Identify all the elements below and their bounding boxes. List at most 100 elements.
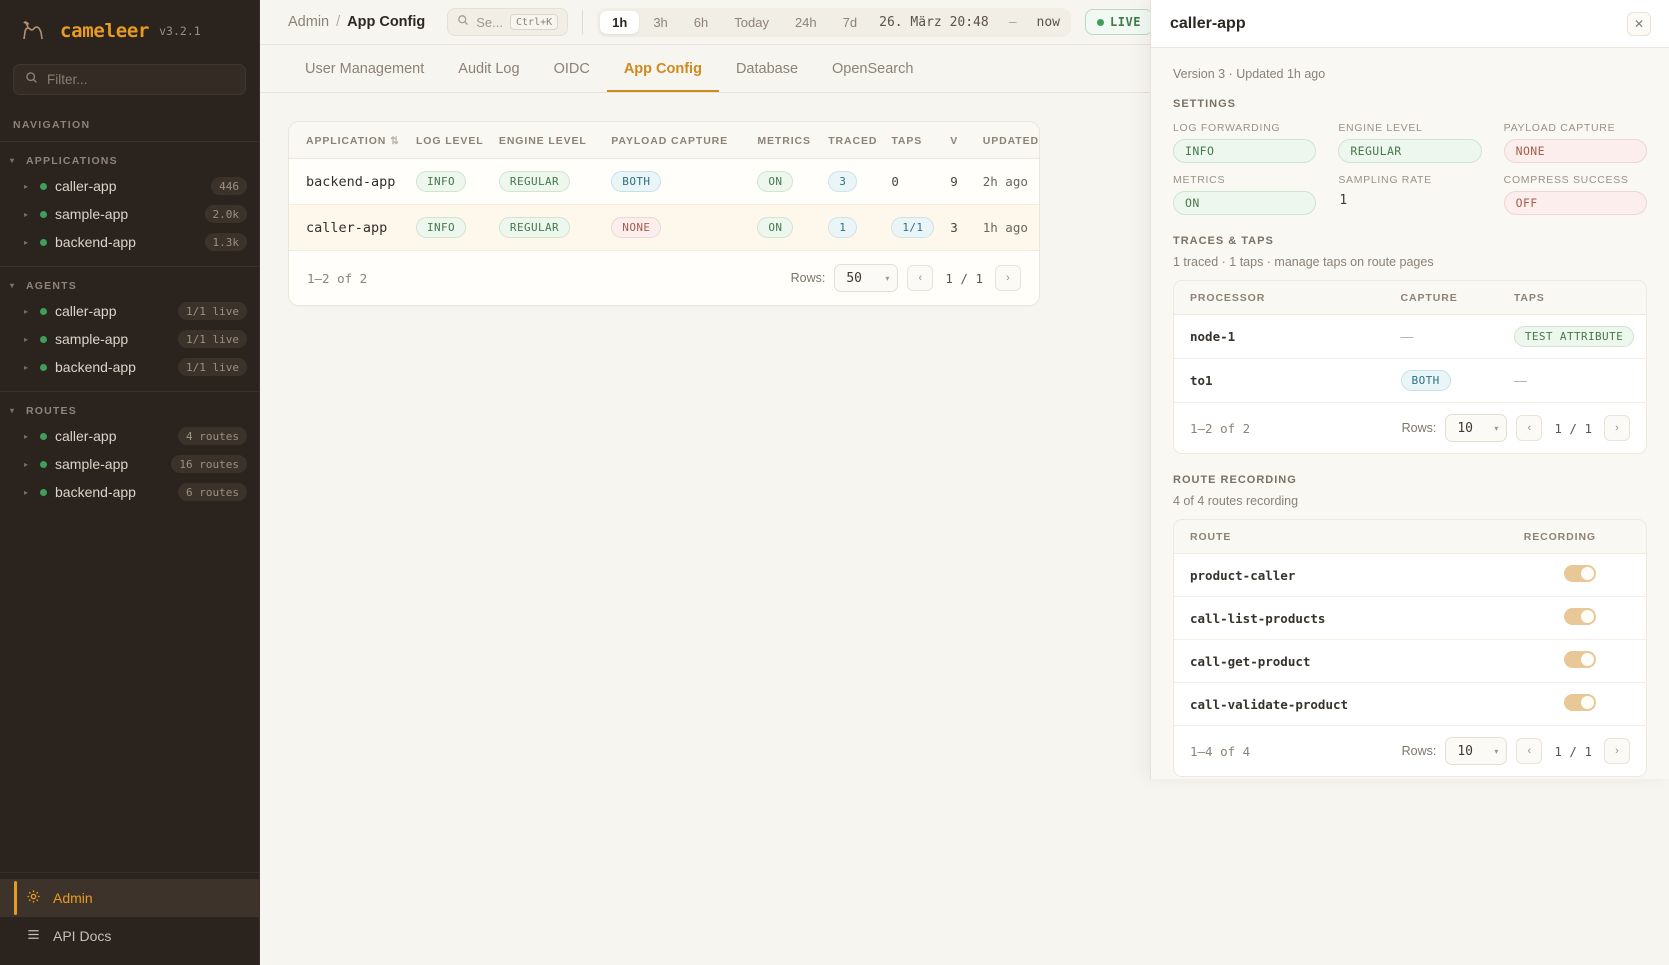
status-dot [40, 238, 47, 246]
table-row[interactable]: caller-app INFO REGULAR NONE ON 1 1/1 3 … [289, 204, 1039, 251]
sidebar-item-routes-backend-app[interactable]: ▸ backend-app 6 routes [0, 478, 259, 506]
col-metrics[interactable]: METRICS [757, 122, 829, 159]
recording-toggle[interactable] [1564, 651, 1596, 668]
sidebar-item-routes-caller-app[interactable]: ▸ caller-app 4 routes [0, 422, 259, 450]
traces-row[interactable]: to1 BOTH — [1174, 358, 1646, 403]
col-version[interactable]: V [950, 122, 983, 159]
col-log-level[interactable]: LOG LEVEL [415, 122, 499, 159]
range-date-start[interactable]: 26. März 20:48 [879, 14, 989, 30]
rows-per-page-value: 10 [1457, 420, 1474, 436]
next-page-button[interactable]: › [1604, 738, 1630, 764]
recording-toggle[interactable] [1564, 694, 1596, 711]
prev-page-button[interactable]: ‹ [1516, 415, 1543, 441]
filter-box[interactable] [13, 64, 246, 95]
nav-group-routes: ▾ ROUTES ▸ caller-app 4 routes ▸ sample-… [0, 391, 259, 516]
col-capture: CAPTURE [1400, 281, 1514, 315]
rows-per-page-select[interactable]: 10 ▾ [1445, 737, 1508, 765]
recording-row[interactable]: call-get-product [1174, 639, 1646, 683]
next-page-button[interactable]: › [1604, 415, 1630, 441]
cell-engine-level: REGULAR [498, 171, 571, 192]
group-header-routes[interactable]: ▾ ROUTES [0, 400, 259, 422]
range-1h[interactable]: 1h [600, 10, 640, 34]
brand-version: v3.2.1 [159, 24, 201, 38]
page-indicator: 1 / 1 [945, 270, 983, 286]
close-icon[interactable]: ✕ [1627, 11, 1651, 36]
recording-toggle[interactable] [1564, 565, 1596, 582]
tab-user-management[interactable]: User Management [305, 61, 425, 77]
filter-input[interactable] [47, 72, 234, 87]
settings-section-title: SETTINGS [1173, 98, 1237, 110]
col-payload-capture[interactable]: PAYLOAD CAPTURE [611, 122, 758, 159]
chevron-left-icon: ‹ [1527, 422, 1532, 434]
group-label: ROUTES [26, 405, 77, 417]
rows-per-page-select[interactable]: 50 ▾ [834, 264, 899, 292]
col-updated[interactable]: UPDATED [982, 122, 1039, 159]
recording-toggle[interactable] [1564, 608, 1596, 625]
range-6h[interactable]: 6h [693, 14, 709, 30]
sidebar-item-agents-caller-app[interactable]: ▸ caller-app 1/1 live [0, 297, 259, 325]
range-today[interactable]: Today [734, 14, 769, 30]
recording-row[interactable]: call-list-products [1174, 596, 1646, 640]
sidebar-item-api-docs[interactable]: API Docs [0, 917, 259, 955]
tab-audit-log[interactable]: Audit Log [458, 61, 520, 77]
global-search-box[interactable]: Se... Ctrl+K [447, 8, 569, 36]
cell-processor: to1 [1190, 373, 1213, 388]
status-dot [40, 488, 47, 496]
field-payload-capture: PAYLOAD CAPTURE NONE [1503, 122, 1647, 163]
prev-page-button[interactable]: ‹ [907, 265, 934, 291]
breadcrumb-root[interactable]: Admin [288, 14, 330, 30]
next-page-button[interactable]: › [995, 265, 1021, 291]
item-label: caller-app [55, 303, 117, 319]
recording-header-row: ROUTE RECORDING [1174, 520, 1646, 554]
recording-section-title: ROUTE RECORDING [1173, 474, 1297, 486]
tab-oidc[interactable]: OIDC [553, 61, 590, 77]
sidebar-item-admin[interactable]: Admin [0, 879, 259, 917]
item-label: sample-app [55, 206, 129, 222]
sidebar-item-applications-backend-app[interactable]: ▸ backend-app 1.3k [0, 228, 259, 256]
prev-page-button[interactable]: ‹ [1516, 738, 1543, 764]
sidebar-item-applications-sample-app[interactable]: ▸ sample-app 2.0k [0, 200, 259, 228]
range-3h[interactable]: 3h [653, 14, 668, 30]
camel-icon [20, 18, 50, 44]
field-label: ENGINE LEVEL [1338, 122, 1423, 134]
result-count: 1–4 of 4 [1190, 743, 1251, 759]
col-traced[interactable]: TRACED [828, 122, 892, 159]
col-engine-level[interactable]: ENGINE LEVEL [498, 122, 612, 159]
sidebar-item-agents-sample-app[interactable]: ▸ sample-app 1/1 live [0, 325, 259, 353]
group-header-agents[interactable]: ▾ AGENTS [0, 275, 259, 297]
traces-row[interactable]: node-1 — TEST ATTRIBUTE [1174, 314, 1646, 359]
range-24h[interactable]: 24h [794, 14, 817, 30]
rows-per-page-value: 10 [1457, 743, 1474, 759]
traces-header-row: PROCESSOR CAPTURE TAPS [1174, 281, 1646, 315]
brand[interactable]: cameleer v3.2.1 [0, 0, 259, 60]
col-taps[interactable]: TAPS [891, 122, 951, 159]
group-label: APPLICATIONS [26, 155, 118, 167]
tab-database[interactable]: Database [735, 61, 799, 77]
chevron-right-icon: ▸ [24, 487, 29, 497]
range-7d[interactable]: 7d [842, 14, 858, 30]
recording-row[interactable]: call-validate-product [1174, 682, 1646, 726]
group-header-applications[interactable]: ▾ APPLICATIONS [0, 150, 259, 172]
cell-taps: — [1513, 373, 1527, 388]
table-row[interactable]: backend-app INFO REGULAR BOTH ON 3 0 9 2… [289, 158, 1039, 205]
sidebar-item-applications-caller-app[interactable]: ▸ caller-app 446 [0, 172, 259, 200]
time-range-group: 1h 3h 6h Today 24h 7d 26. März 20:48 — n… [597, 7, 1072, 37]
cell-taps: TEST ATTRIBUTE [1513, 326, 1635, 347]
panel-title: caller-app [1170, 14, 1246, 32]
chevron-right-icon: › [1615, 422, 1619, 434]
panel-header: caller-app ✕ [1151, 0, 1669, 48]
live-toggle[interactable]: LIVE [1085, 9, 1153, 35]
page-indicator: 1 / 1 [1554, 743, 1592, 759]
cell-taps: 0 [891, 174, 899, 189]
recording-row[interactable]: product-caller [1174, 553, 1646, 597]
sidebar-item-routes-sample-app[interactable]: ▸ sample-app 16 routes [0, 450, 259, 478]
nav-section-title: NAVIGATION [13, 119, 91, 131]
tab-opensearch[interactable]: OpenSearch [832, 61, 914, 77]
sidebar-item-agents-backend-app[interactable]: ▸ backend-app 1/1 live [0, 353, 259, 381]
page-indicator: 1 / 1 [1554, 420, 1592, 436]
tab-app-config[interactable]: App Config [606, 45, 719, 92]
range-date-end[interactable]: now [1036, 14, 1061, 30]
col-application[interactable]: APPLICATION ⇅ [289, 122, 416, 159]
rows-per-page-select[interactable]: 10 ▾ [1445, 414, 1508, 442]
chevron-right-icon: › [1006, 272, 1010, 284]
